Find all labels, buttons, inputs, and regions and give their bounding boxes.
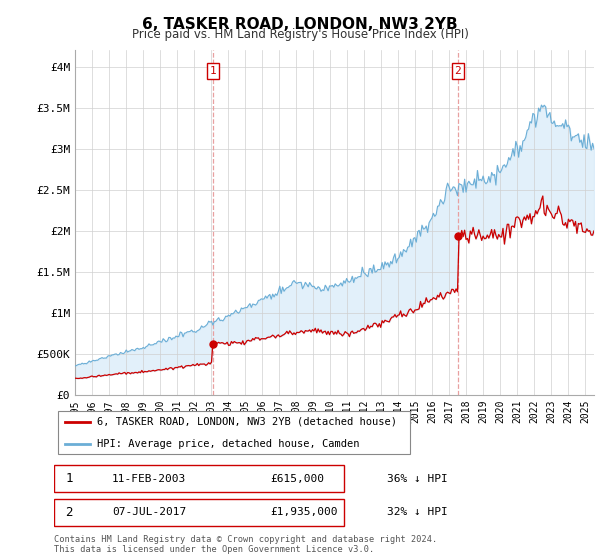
Text: 2: 2: [454, 66, 461, 76]
Text: 07-JUL-2017: 07-JUL-2017: [112, 507, 187, 517]
Text: 11-FEB-2003: 11-FEB-2003: [112, 474, 187, 484]
FancyBboxPatch shape: [54, 499, 344, 526]
Text: 6, TASKER ROAD, LONDON, NW3 2YB (detached house): 6, TASKER ROAD, LONDON, NW3 2YB (detache…: [97, 417, 397, 427]
Text: Contains HM Land Registry data © Crown copyright and database right 2024.
This d: Contains HM Land Registry data © Crown c…: [54, 535, 437, 554]
FancyBboxPatch shape: [58, 410, 410, 455]
Text: 6, TASKER ROAD, LONDON, NW3 2YB: 6, TASKER ROAD, LONDON, NW3 2YB: [142, 17, 458, 32]
Text: £615,000: £615,000: [271, 474, 325, 484]
Text: 1: 1: [65, 472, 73, 486]
Text: HPI: Average price, detached house, Camden: HPI: Average price, detached house, Camd…: [97, 438, 360, 449]
Text: 1: 1: [209, 66, 216, 76]
Text: Price paid vs. HM Land Registry's House Price Index (HPI): Price paid vs. HM Land Registry's House …: [131, 28, 469, 41]
Text: 32% ↓ HPI: 32% ↓ HPI: [386, 507, 448, 517]
Text: £1,935,000: £1,935,000: [271, 507, 338, 517]
FancyBboxPatch shape: [54, 465, 344, 492]
Text: 2: 2: [65, 506, 73, 519]
Text: 36% ↓ HPI: 36% ↓ HPI: [386, 474, 448, 484]
